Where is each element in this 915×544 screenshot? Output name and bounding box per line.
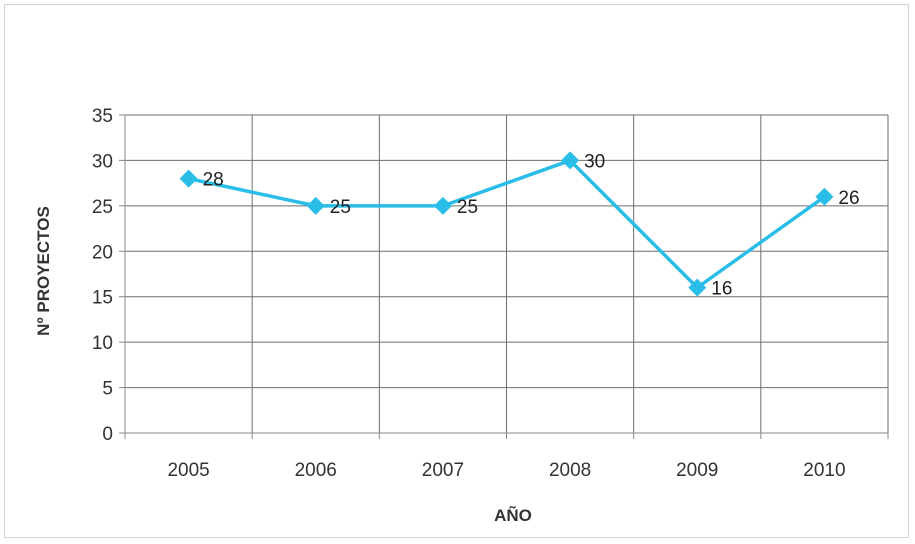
x-axis-title: AÑO xyxy=(494,505,532,525)
data-point-marker xyxy=(561,151,580,170)
y-tick-label: 15 xyxy=(92,288,113,309)
x-tick-label: 2007 xyxy=(422,460,464,481)
x-tick-label: 2006 xyxy=(295,460,337,481)
label-layer: 28 25 25 30 16 26 xyxy=(203,151,860,299)
data-label: 25 xyxy=(457,197,478,218)
x-tick-label: 2008 xyxy=(549,460,591,481)
y-tick-label: 25 xyxy=(92,197,113,218)
x-tick-label: 2005 xyxy=(167,460,209,481)
data-point-marker xyxy=(688,278,707,297)
series-line xyxy=(188,158,826,290)
data-point-marker xyxy=(179,169,198,188)
x-tick-label: 2010 xyxy=(803,460,845,481)
data-label: 16 xyxy=(711,279,732,300)
data-point-marker xyxy=(433,196,452,215)
axis-layer: 0 5 10 15 20 25 30 35 2005 2006 2007 2008 2009 2010 xyxy=(92,106,889,481)
y-tick-label: 35 xyxy=(92,106,113,127)
grid-layer xyxy=(125,114,889,433)
chart-frame: 0 5 10 15 20 25 30 35 2005 2006 2007 2008 2009 2010 2… xyxy=(4,4,909,538)
series-layer xyxy=(179,151,834,297)
y-tick-label: 10 xyxy=(92,333,113,354)
x-tick-label: 2009 xyxy=(676,460,718,481)
data-label: 26 xyxy=(838,188,859,209)
y-tick-label: 20 xyxy=(92,242,113,263)
line-chart: 0 5 10 15 20 25 30 35 2005 2006 2007 2008 2009 2010 2… xyxy=(34,106,889,525)
y-tick-label: 0 xyxy=(102,424,113,445)
data-point-marker xyxy=(306,196,325,215)
data-point-marker xyxy=(815,187,834,206)
y-axis-title: Nº PROYECTOS xyxy=(34,206,53,336)
data-label: 28 xyxy=(203,170,224,191)
data-label: 25 xyxy=(330,197,351,218)
y-tick-label: 5 xyxy=(102,379,113,400)
data-label: 30 xyxy=(584,151,605,172)
y-tick-label: 30 xyxy=(92,151,113,172)
